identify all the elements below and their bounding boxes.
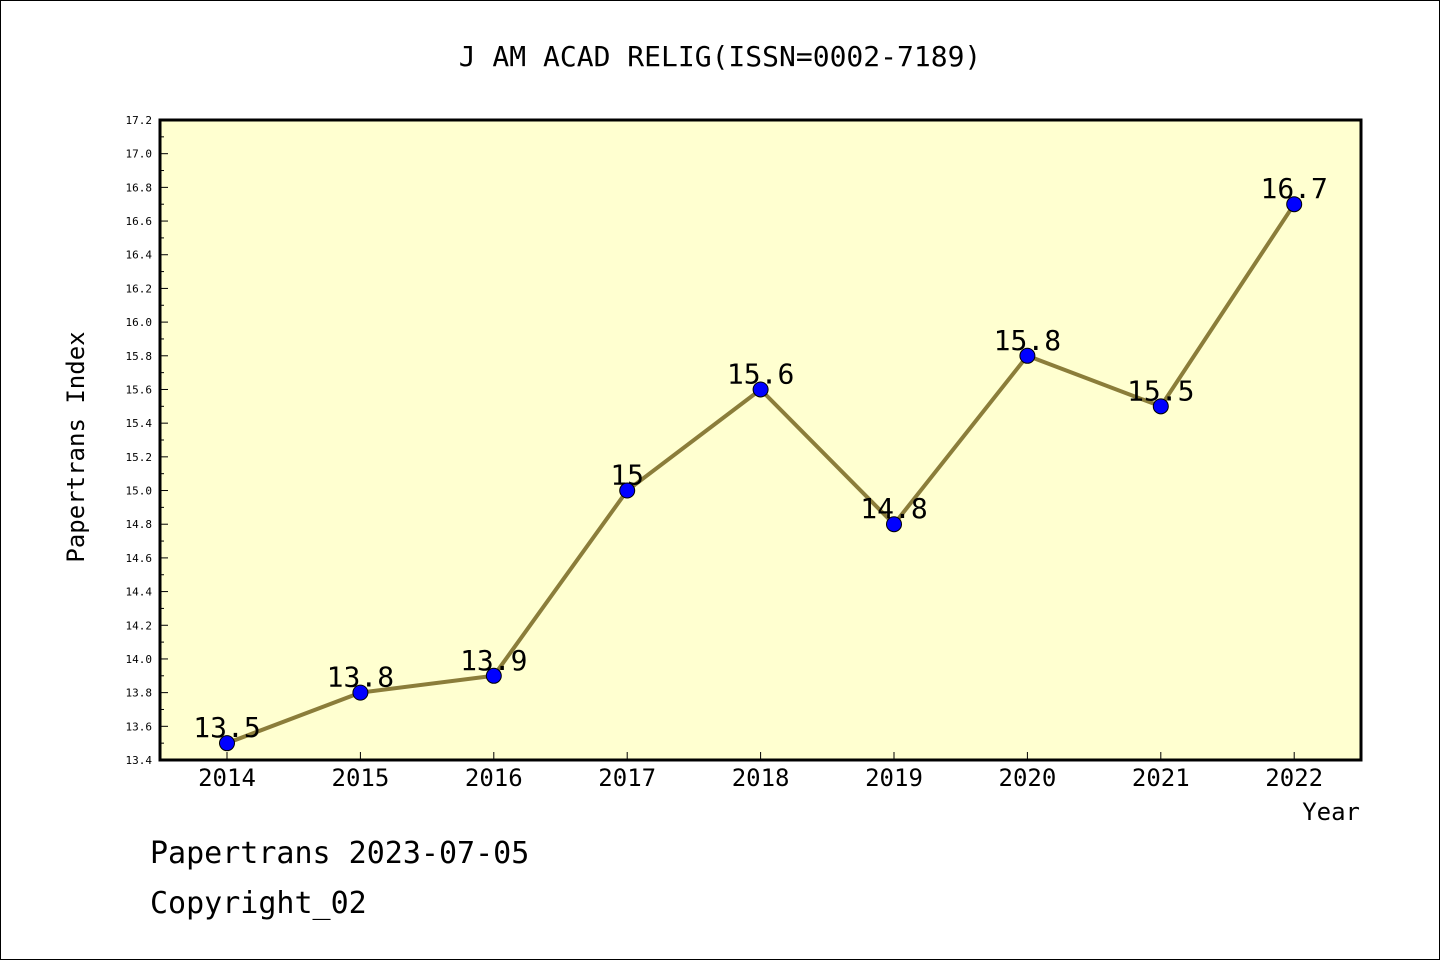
x-tick-label: 2018 bbox=[732, 764, 790, 792]
y-tick-label: 13.4 bbox=[126, 754, 153, 767]
y-tick-label: 16.0 bbox=[126, 316, 153, 329]
x-tick-label: 2020 bbox=[999, 764, 1057, 792]
x-tick-label: 2016 bbox=[465, 764, 523, 792]
y-axis-label: Papertrans Index bbox=[62, 331, 90, 562]
x-tick-label: 2022 bbox=[1265, 764, 1323, 792]
plot-area bbox=[158, 118, 1363, 762]
data-point bbox=[352, 684, 369, 701]
y-tick-label: 14.4 bbox=[126, 586, 153, 599]
chart-title: J AM ACAD RELIG(ISSN=0002-7189) bbox=[459, 40, 982, 73]
y-tick-label: 14.6 bbox=[126, 552, 153, 565]
y-tick-label: 16.2 bbox=[126, 282, 153, 295]
y-tick-label: 15.6 bbox=[126, 383, 153, 396]
y-tick-label: 14.8 bbox=[126, 518, 153, 531]
x-tick-label: 2014 bbox=[198, 764, 256, 792]
data-point bbox=[619, 482, 636, 499]
data-point bbox=[752, 381, 769, 398]
data-point bbox=[485, 667, 502, 684]
footer-date: Papertrans 2023-07-05 bbox=[150, 836, 529, 871]
y-tick-label: 15.8 bbox=[126, 350, 153, 363]
data-point bbox=[1152, 398, 1169, 415]
footer-copyright: Copyright_02 bbox=[150, 886, 367, 921]
x-tick-label: 2017 bbox=[598, 764, 656, 792]
y-tick-label: 17.2 bbox=[126, 114, 153, 127]
x-tick-label: 2021 bbox=[1132, 764, 1190, 792]
y-tick-label: 14.0 bbox=[126, 653, 153, 666]
x-axis-label: Year bbox=[1302, 798, 1360, 826]
y-tick-label: 13.6 bbox=[126, 720, 153, 733]
y-axis: 13.4 13.6 13.8 14.0 14.2 14.4 14.6 14.8 15.0 15.2… bbox=[126, 114, 168, 767]
y-tick-label: 15.4 bbox=[126, 417, 153, 430]
data-point bbox=[1286, 196, 1303, 213]
y-tick-label: 14.2 bbox=[126, 619, 153, 632]
x-axis: 2014 2015 2016 2017 2018 2019 2020 2021 2022 bbox=[198, 752, 1323, 792]
x-tick-label: 2019 bbox=[865, 764, 923, 792]
y-tick-label: 16.6 bbox=[126, 215, 153, 228]
y-tick-label: 15.2 bbox=[126, 451, 153, 464]
y-tick-label: 15.0 bbox=[126, 485, 153, 498]
x-tick-label: 2015 bbox=[332, 764, 390, 792]
y-tick-label: 16.4 bbox=[126, 249, 153, 262]
y-tick-label: 13.8 bbox=[126, 687, 153, 700]
y-tick-label: 17.0 bbox=[126, 148, 153, 161]
data-point bbox=[219, 735, 235, 752]
y-tick-label: 16.8 bbox=[126, 181, 153, 194]
data-point bbox=[886, 516, 902, 533]
data-point bbox=[1019, 347, 1036, 364]
